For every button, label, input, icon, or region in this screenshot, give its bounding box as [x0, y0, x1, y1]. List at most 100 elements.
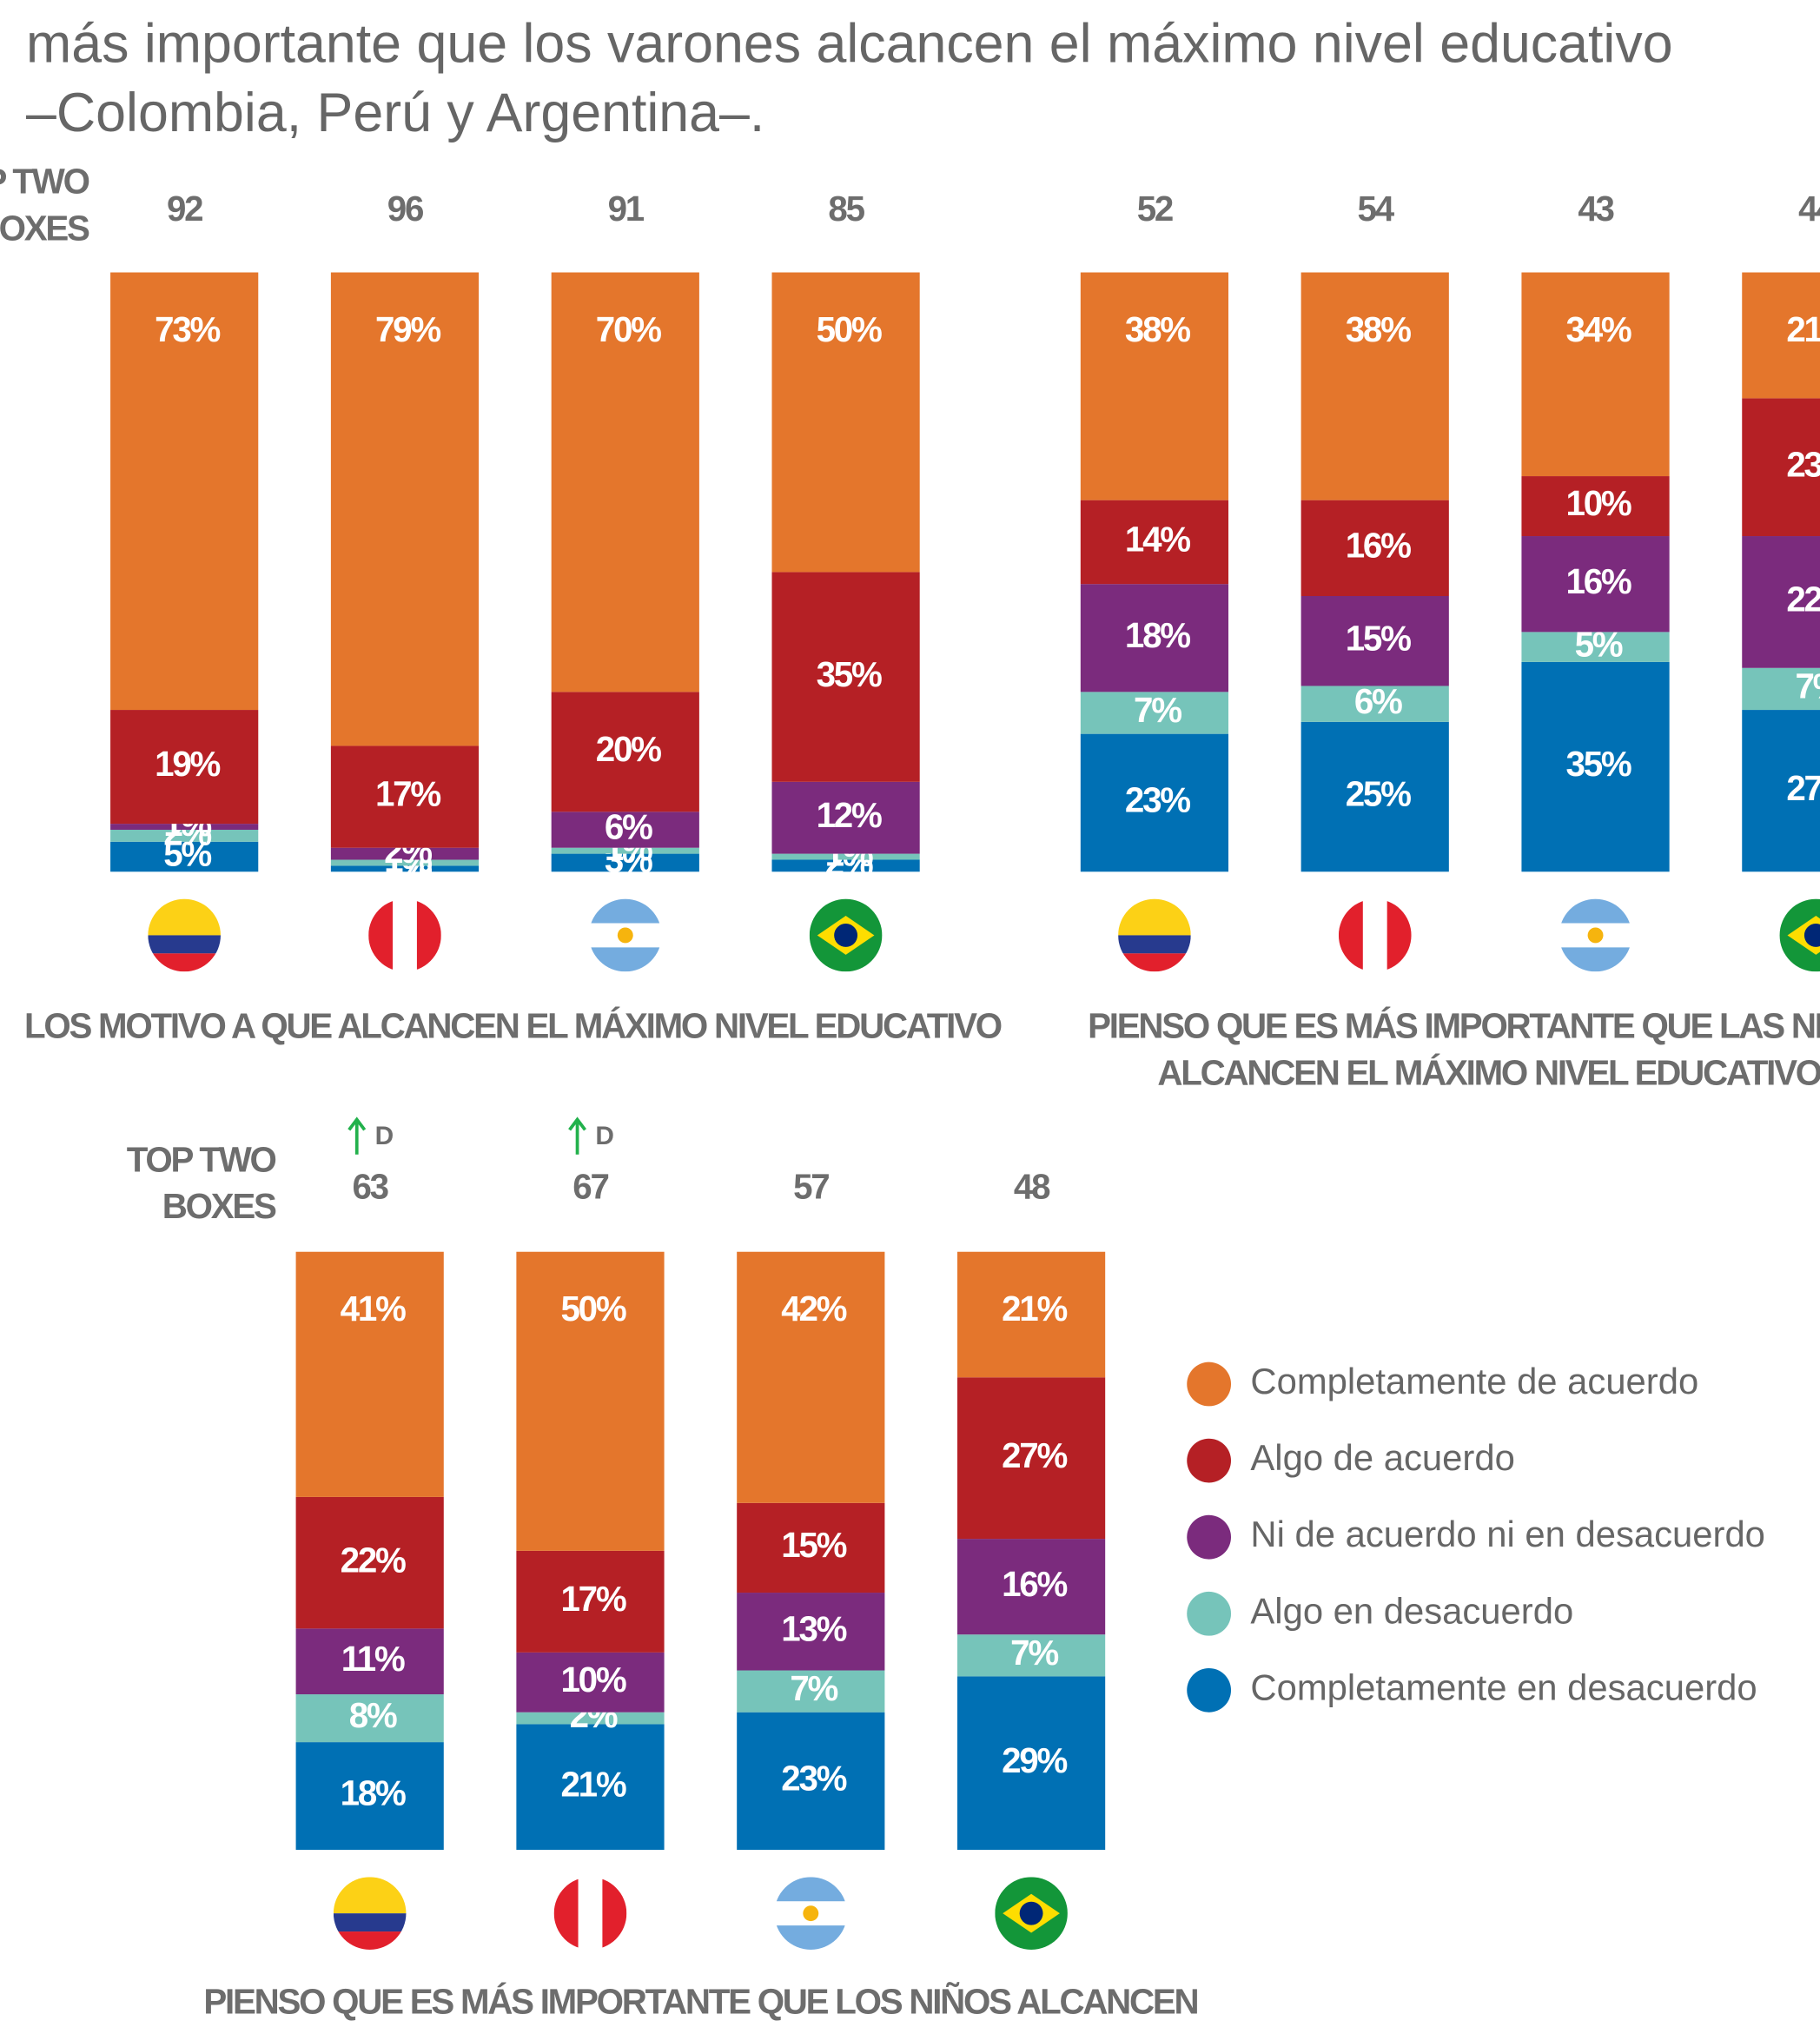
flag-part	[148, 935, 221, 954]
value-label: 23%	[1125, 781, 1190, 820]
value-label: 50%	[560, 1289, 625, 1328]
value-label: 21%	[560, 1765, 625, 1804]
bar-segment	[1300, 721, 1449, 872]
flag-part	[834, 924, 858, 947]
flag	[553, 1877, 627, 1950]
flag-part	[774, 1925, 848, 1950]
value-label: 41%	[341, 1289, 406, 1328]
legend-label: Algo en desacuerdo	[1250, 1590, 1573, 1631]
legend-swatch	[1187, 1667, 1232, 1713]
flag-part	[333, 1877, 407, 1914]
bar-segment	[1080, 584, 1229, 692]
value-label: 8%	[349, 1696, 397, 1735]
value-label: 22%	[341, 1540, 406, 1580]
top-two-label: TOP TWO	[0, 162, 89, 202]
flag-part	[1587, 927, 1604, 944]
flag	[368, 898, 441, 972]
flag	[809, 898, 883, 972]
total-label: 85	[828, 189, 864, 229]
legend-swatch	[1187, 1591, 1232, 1636]
legend-label: Completamente en desacuerdo	[1250, 1666, 1757, 1707]
legend-swatch	[1187, 1514, 1232, 1560]
value-label: 16%	[1566, 562, 1631, 601]
value-label: 42%	[781, 1289, 846, 1328]
bar-segment	[295, 1496, 444, 1629]
flag	[995, 1877, 1068, 1950]
bar-segment	[956, 1539, 1106, 1635]
flag-part	[148, 898, 221, 936]
bar-segment	[1521, 536, 1670, 633]
bar-segment	[1080, 733, 1229, 872]
bar-segment	[330, 272, 480, 746]
total-label: 52	[1137, 189, 1173, 229]
value-label: 38%	[1346, 310, 1411, 349]
bar-segment	[1080, 500, 1229, 585]
total-label: 57	[793, 1168, 829, 1207]
arrow	[347, 1116, 367, 1155]
bar-segment	[295, 1251, 444, 1497]
top-two-label: BOXES	[162, 1187, 276, 1226]
value-label: 17%	[560, 1580, 625, 1619]
flag-part	[1118, 935, 1191, 954]
value-label: 79%	[375, 310, 440, 349]
bar-segment	[771, 781, 920, 854]
total-label: 63	[353, 1168, 388, 1207]
arrow	[568, 1116, 587, 1155]
flag-part	[368, 898, 394, 972]
value-label: 29%	[1002, 1741, 1067, 1780]
total-label: 48	[1014, 1168, 1050, 1207]
flag-part	[1019, 1901, 1043, 1925]
flag-part	[553, 1877, 579, 1950]
value-label: 10%	[1566, 484, 1631, 523]
bar-segment	[771, 859, 920, 872]
bar-segment	[1300, 686, 1449, 722]
value-label: 17%	[375, 775, 440, 814]
flag-part	[617, 927, 633, 944]
bar-segment	[1521, 661, 1670, 872]
bar-segment	[551, 853, 699, 872]
total-label: 91	[608, 189, 645, 229]
value-label: 35%	[817, 655, 882, 694]
flag-part	[416, 898, 441, 972]
flag-part	[588, 947, 662, 972]
bar-segment	[1742, 667, 1820, 711]
bar-segment	[737, 1502, 885, 1593]
bar-segment	[1521, 632, 1670, 662]
total-label: 44	[1798, 189, 1820, 229]
value-label: 20%	[596, 730, 661, 769]
value-label: 7%	[790, 1669, 837, 1708]
legend-label: Ni de acuerdo ni en desacuerdo	[1250, 1514, 1765, 1554]
chart-title: PIENSO QUE ES MÁS IMPORTANTE QUE LOS NIÑ…	[203, 1981, 1197, 2021]
flag-part	[1387, 898, 1412, 972]
value-label: 19%	[155, 745, 220, 784]
value-label: 21%	[1002, 1289, 1067, 1328]
flag-part	[1118, 953, 1191, 972]
bar-segment	[516, 1724, 665, 1850]
bar-segment	[551, 847, 699, 854]
value-label: 6%	[605, 808, 652, 847]
value-label: 27%	[1002, 1436, 1067, 1475]
value-label: 27%	[1786, 769, 1820, 808]
bar-segment	[956, 1377, 1106, 1540]
value-label: 50%	[817, 310, 882, 349]
value-label: 38%	[1125, 310, 1190, 349]
flag	[148, 898, 221, 972]
flag-part	[803, 1905, 819, 1922]
bar-segment	[110, 830, 259, 842]
value-label: 13%	[781, 1609, 846, 1648]
header-line: –Colombia, Perú y Argentina–.	[26, 83, 764, 143]
chart-title: LOS MOTIVO A QUE ALCANCEN EL MÁXIMO NIVE…	[24, 1007, 1002, 1046]
legend-label: Algo de acuerdo	[1250, 1437, 1514, 1478]
flag-part	[1559, 947, 1632, 972]
bar-segment	[295, 1694, 444, 1743]
bar-segment	[516, 1550, 665, 1653]
total-label: 43	[1578, 189, 1613, 229]
value-label: 7%	[1795, 667, 1820, 706]
value-label: 15%	[781, 1526, 846, 1565]
bar-segment	[110, 272, 259, 711]
bar-segment	[737, 1251, 885, 1503]
bar-segment	[516, 1712, 665, 1725]
flag	[1779, 898, 1820, 972]
value-label: 22%	[1786, 580, 1820, 619]
